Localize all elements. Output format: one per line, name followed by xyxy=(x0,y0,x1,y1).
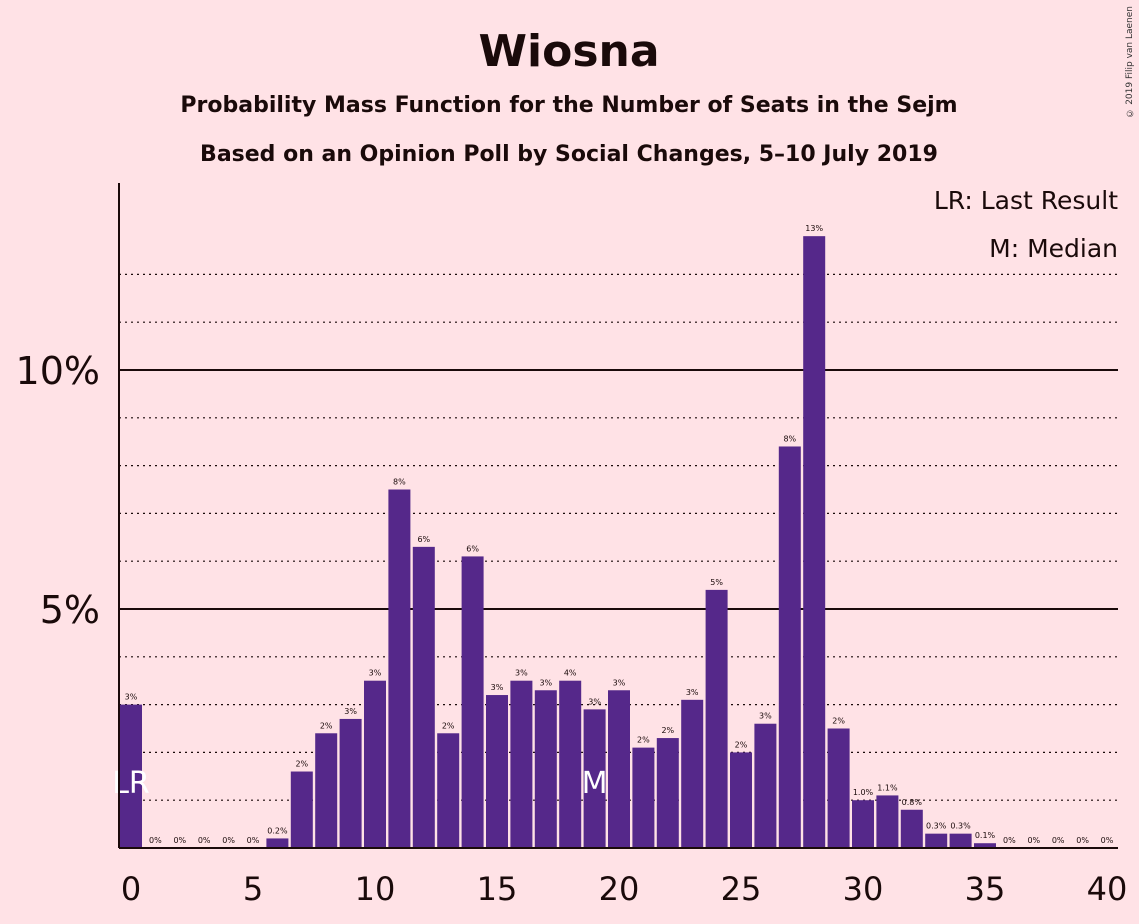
bar-label-seat-39: 0% xyxy=(1076,836,1089,845)
copyright-note: © 2019 Filip van Laenen xyxy=(1125,6,1135,118)
bar-label-seat-15: 3% xyxy=(491,683,504,692)
bar-label-seat-36: 0% xyxy=(1003,836,1016,845)
x-tick-5: 5 xyxy=(243,870,263,908)
bar-seat-10 xyxy=(364,680,386,848)
bar-label-seat-35: 0.1% xyxy=(975,831,996,840)
bar-label-seat-5: 0% xyxy=(247,836,260,845)
bar-label-seat-22: 2% xyxy=(661,726,674,735)
bar-label-seat-25: 2% xyxy=(735,740,748,749)
bar-label-seat-13: 2% xyxy=(442,721,455,730)
bar-label-seat-24: 5% xyxy=(710,578,723,587)
legend-last-result: LR: Last Result xyxy=(934,186,1118,215)
bar-label-seat-29: 2% xyxy=(832,717,845,726)
bar-seat-19 xyxy=(583,709,606,848)
bar-label-seat-37: 0% xyxy=(1027,836,1040,845)
bar-seat-27 xyxy=(778,446,801,848)
bar-seat-24 xyxy=(705,589,728,848)
bar-seat-32 xyxy=(900,809,923,848)
bar-label-seat-11: 8% xyxy=(393,478,406,487)
last-result-marker: LR xyxy=(112,766,150,801)
x-tick-30: 30 xyxy=(843,870,884,908)
bar-seat-33 xyxy=(925,833,948,848)
bar-seat-30 xyxy=(852,800,874,848)
bar-seat-29 xyxy=(827,728,850,848)
x-axis-ticks: 0 5 10 15 20 25 30 35 40 xyxy=(121,870,1128,908)
bar-label-seat-38: 0% xyxy=(1052,836,1065,845)
y-tick-10: 10% xyxy=(16,349,100,393)
bar-seat-31 xyxy=(876,795,899,848)
bar-label-seat-40: 0% xyxy=(1101,836,1114,845)
bar-label-seat-30: 1.0% xyxy=(853,788,874,797)
bar-seat-25 xyxy=(730,752,752,848)
bar-seat-23 xyxy=(681,699,704,848)
bar-seat-0 xyxy=(120,704,142,848)
bar-label-seat-12: 6% xyxy=(417,535,430,544)
bar-label-seat-8: 2% xyxy=(320,721,333,730)
bar-seat-21 xyxy=(632,747,655,848)
bar-seat-14 xyxy=(461,556,484,848)
bar-label-seat-33: 0.3% xyxy=(926,822,947,831)
bar-seat-15 xyxy=(486,695,508,848)
bar-seat-8 xyxy=(315,733,338,848)
chart-title: Wiosna xyxy=(478,26,659,77)
bar-seat-22 xyxy=(656,738,679,848)
bar-label-seat-18: 4% xyxy=(564,669,577,678)
y-axis-ticks: 5% 10% xyxy=(16,349,100,632)
bar-seat-35 xyxy=(974,843,996,848)
bar-label-seat-1: 0% xyxy=(149,836,162,845)
bar-label-seat-7: 2% xyxy=(295,760,308,769)
bar-label-seat-3: 0% xyxy=(198,836,211,845)
x-tick-20: 20 xyxy=(599,870,640,908)
bar-seat-16 xyxy=(510,680,533,848)
bar-label-seat-10: 3% xyxy=(369,669,382,678)
x-tick-0: 0 xyxy=(121,870,141,908)
bar-label-seat-34: 0.3% xyxy=(950,822,971,831)
bar-seat-34 xyxy=(949,833,972,848)
bars xyxy=(120,236,996,848)
bar-label-seat-27: 8% xyxy=(783,434,796,443)
bar-label-seat-14: 6% xyxy=(466,544,479,553)
bar-seat-17 xyxy=(534,690,557,848)
x-tick-10: 10 xyxy=(355,870,396,908)
bar-label-seat-4: 0% xyxy=(222,836,235,845)
bar-seat-20 xyxy=(608,690,630,848)
bar-label-seat-32: 0.8% xyxy=(902,798,923,807)
bar-seat-7 xyxy=(290,771,313,848)
bar-label-seat-20: 3% xyxy=(613,678,626,687)
median-marker: M xyxy=(582,766,608,801)
bar-seat-6 xyxy=(266,838,289,848)
chart-subtitle-1: Probability Mass Function for the Number… xyxy=(180,93,957,118)
bar-label-seat-28: 13% xyxy=(805,224,823,233)
x-tick-35: 35 xyxy=(965,870,1006,908)
bar-label-seat-9: 3% xyxy=(344,707,357,716)
bar-label-seat-21: 2% xyxy=(637,736,650,745)
bar-labels: 3% 0% 0% 0% 0% 0% 0.2% 2% 2% 3% 3% 8% 6% 2% 6% 3% 3% 3% 4%… xyxy=(125,224,1114,845)
bar-label-seat-17: 3% xyxy=(539,678,552,687)
bar-seat-13 xyxy=(437,733,460,848)
chart-subtitle-2: Based on an Opinion Poll by Social Chang… xyxy=(200,142,938,167)
bar-label-seat-31: 1.1% xyxy=(877,783,898,792)
bar-seat-18 xyxy=(559,680,582,848)
bar-label-seat-2: 0% xyxy=(173,836,186,845)
x-tick-40: 40 xyxy=(1087,870,1128,908)
x-tick-15: 15 xyxy=(477,870,518,908)
bar-seat-9 xyxy=(339,718,362,848)
bar-seat-26 xyxy=(754,723,777,848)
bar-seat-11 xyxy=(388,489,411,848)
bar-label-seat-19: 3% xyxy=(588,697,601,706)
bar-seat-28 xyxy=(803,236,826,848)
legend-median: M: Median xyxy=(989,234,1118,263)
bar-label-seat-26: 3% xyxy=(759,712,772,721)
bar-label-seat-16: 3% xyxy=(515,669,528,678)
bar-label-seat-6: 0.2% xyxy=(267,826,288,835)
bar-label-seat-0: 3% xyxy=(125,693,138,702)
x-tick-25: 25 xyxy=(721,870,762,908)
bar-seat-12 xyxy=(412,546,435,848)
bar-label-seat-23: 3% xyxy=(686,688,699,697)
y-tick-5: 5% xyxy=(40,588,100,632)
